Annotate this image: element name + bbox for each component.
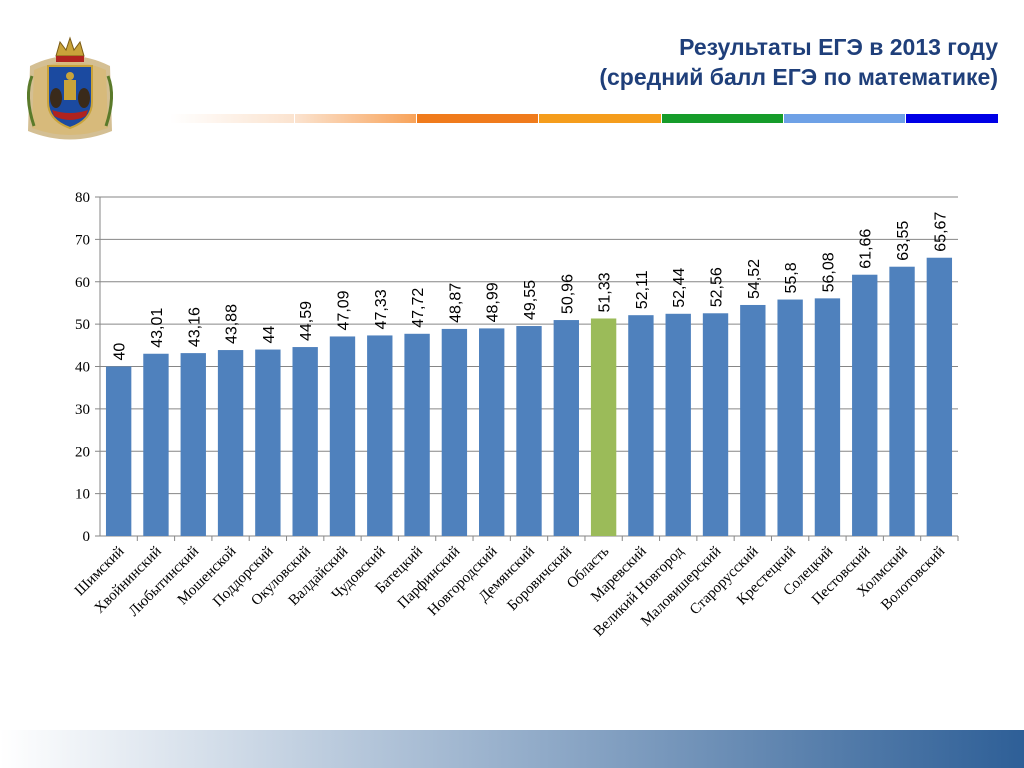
y-tick-label: 80 — [75, 190, 90, 206]
data-label: 63,55 — [895, 221, 912, 261]
data-label: 44 — [261, 326, 278, 344]
data-label: 56,08 — [820, 252, 837, 292]
bar — [255, 349, 281, 536]
bar — [590, 318, 617, 536]
title-line-1: Результаты ЕГЭ в 2013 году — [679, 34, 998, 60]
footer-bar — [0, 730, 1024, 768]
data-label: 47,72 — [410, 288, 427, 328]
data-label: 51,33 — [597, 272, 614, 312]
page-title: Результаты ЕГЭ в 2013 году (средний балл… — [599, 32, 998, 92]
data-label: 61,66 — [858, 229, 875, 269]
y-tick-label: 0 — [83, 529, 91, 545]
bar — [516, 326, 542, 536]
bar — [702, 313, 729, 536]
bar-chart: 0 10 20 30 40 50 60 70 80 40 Шимский 43,01 Хвойнинск… — [40, 185, 980, 705]
bar — [814, 298, 841, 536]
title-line-2: (средний балл ЕГЭ по математике) — [599, 64, 998, 90]
bar — [553, 320, 579, 536]
stripe-segment — [170, 114, 294, 123]
data-label: 43,01 — [149, 308, 166, 348]
bar — [404, 333, 430, 536]
bar — [740, 304, 766, 536]
bar — [180, 353, 206, 536]
data-label: 43,88 — [224, 304, 241, 344]
data-label: 43,16 — [186, 307, 203, 347]
bar — [479, 328, 505, 536]
bar — [143, 353, 169, 536]
data-label: 44,59 — [298, 301, 315, 341]
y-tick-label: 50 — [75, 317, 90, 333]
emblem — [20, 36, 120, 146]
bar — [852, 274, 878, 536]
bar — [889, 266, 915, 536]
bar — [441, 328, 468, 536]
data-label: 54,52 — [746, 259, 763, 299]
data-label: 49,55 — [522, 280, 539, 320]
stripe-segment — [417, 114, 539, 123]
y-tick-label: 70 — [75, 232, 90, 248]
y-tick-label: 30 — [75, 402, 90, 418]
bar — [777, 299, 803, 536]
y-tick-label: 10 — [75, 487, 90, 503]
data-label: 48,99 — [485, 282, 502, 322]
bar — [628, 315, 654, 536]
data-label: 52,44 — [671, 268, 688, 308]
bar — [292, 347, 318, 536]
y-tick-label: 60 — [75, 275, 90, 291]
data-label: 47,09 — [335, 290, 352, 330]
bar — [329, 336, 356, 536]
chart-svg: 0102030405060708040Шимский43,01Хвойнинск… — [72, 190, 959, 640]
coat-of-arms-icon — [27, 36, 113, 140]
stripe-segment — [294, 114, 417, 123]
data-label: 47,33 — [373, 289, 390, 329]
data-label: 48,87 — [447, 283, 464, 323]
stripe-segment — [539, 114, 661, 123]
decorative-stripe — [170, 114, 999, 123]
data-label: 50,96 — [559, 274, 576, 314]
data-label: 52,11 — [634, 270, 651, 309]
bar — [105, 366, 132, 536]
stripe-segment — [783, 114, 905, 123]
y-tick-label: 40 — [75, 360, 90, 376]
data-label: 55,8 — [783, 262, 800, 293]
bar — [926, 257, 953, 536]
stripe-segment — [905, 114, 998, 123]
data-label: 65,67 — [932, 212, 949, 252]
bar — [367, 335, 393, 536]
data-label: 40 — [112, 343, 129, 361]
bar — [665, 313, 691, 536]
data-label: 52,56 — [709, 267, 726, 307]
y-tick-label: 20 — [75, 444, 90, 460]
bar — [217, 350, 244, 536]
stripe-segment — [661, 114, 783, 123]
